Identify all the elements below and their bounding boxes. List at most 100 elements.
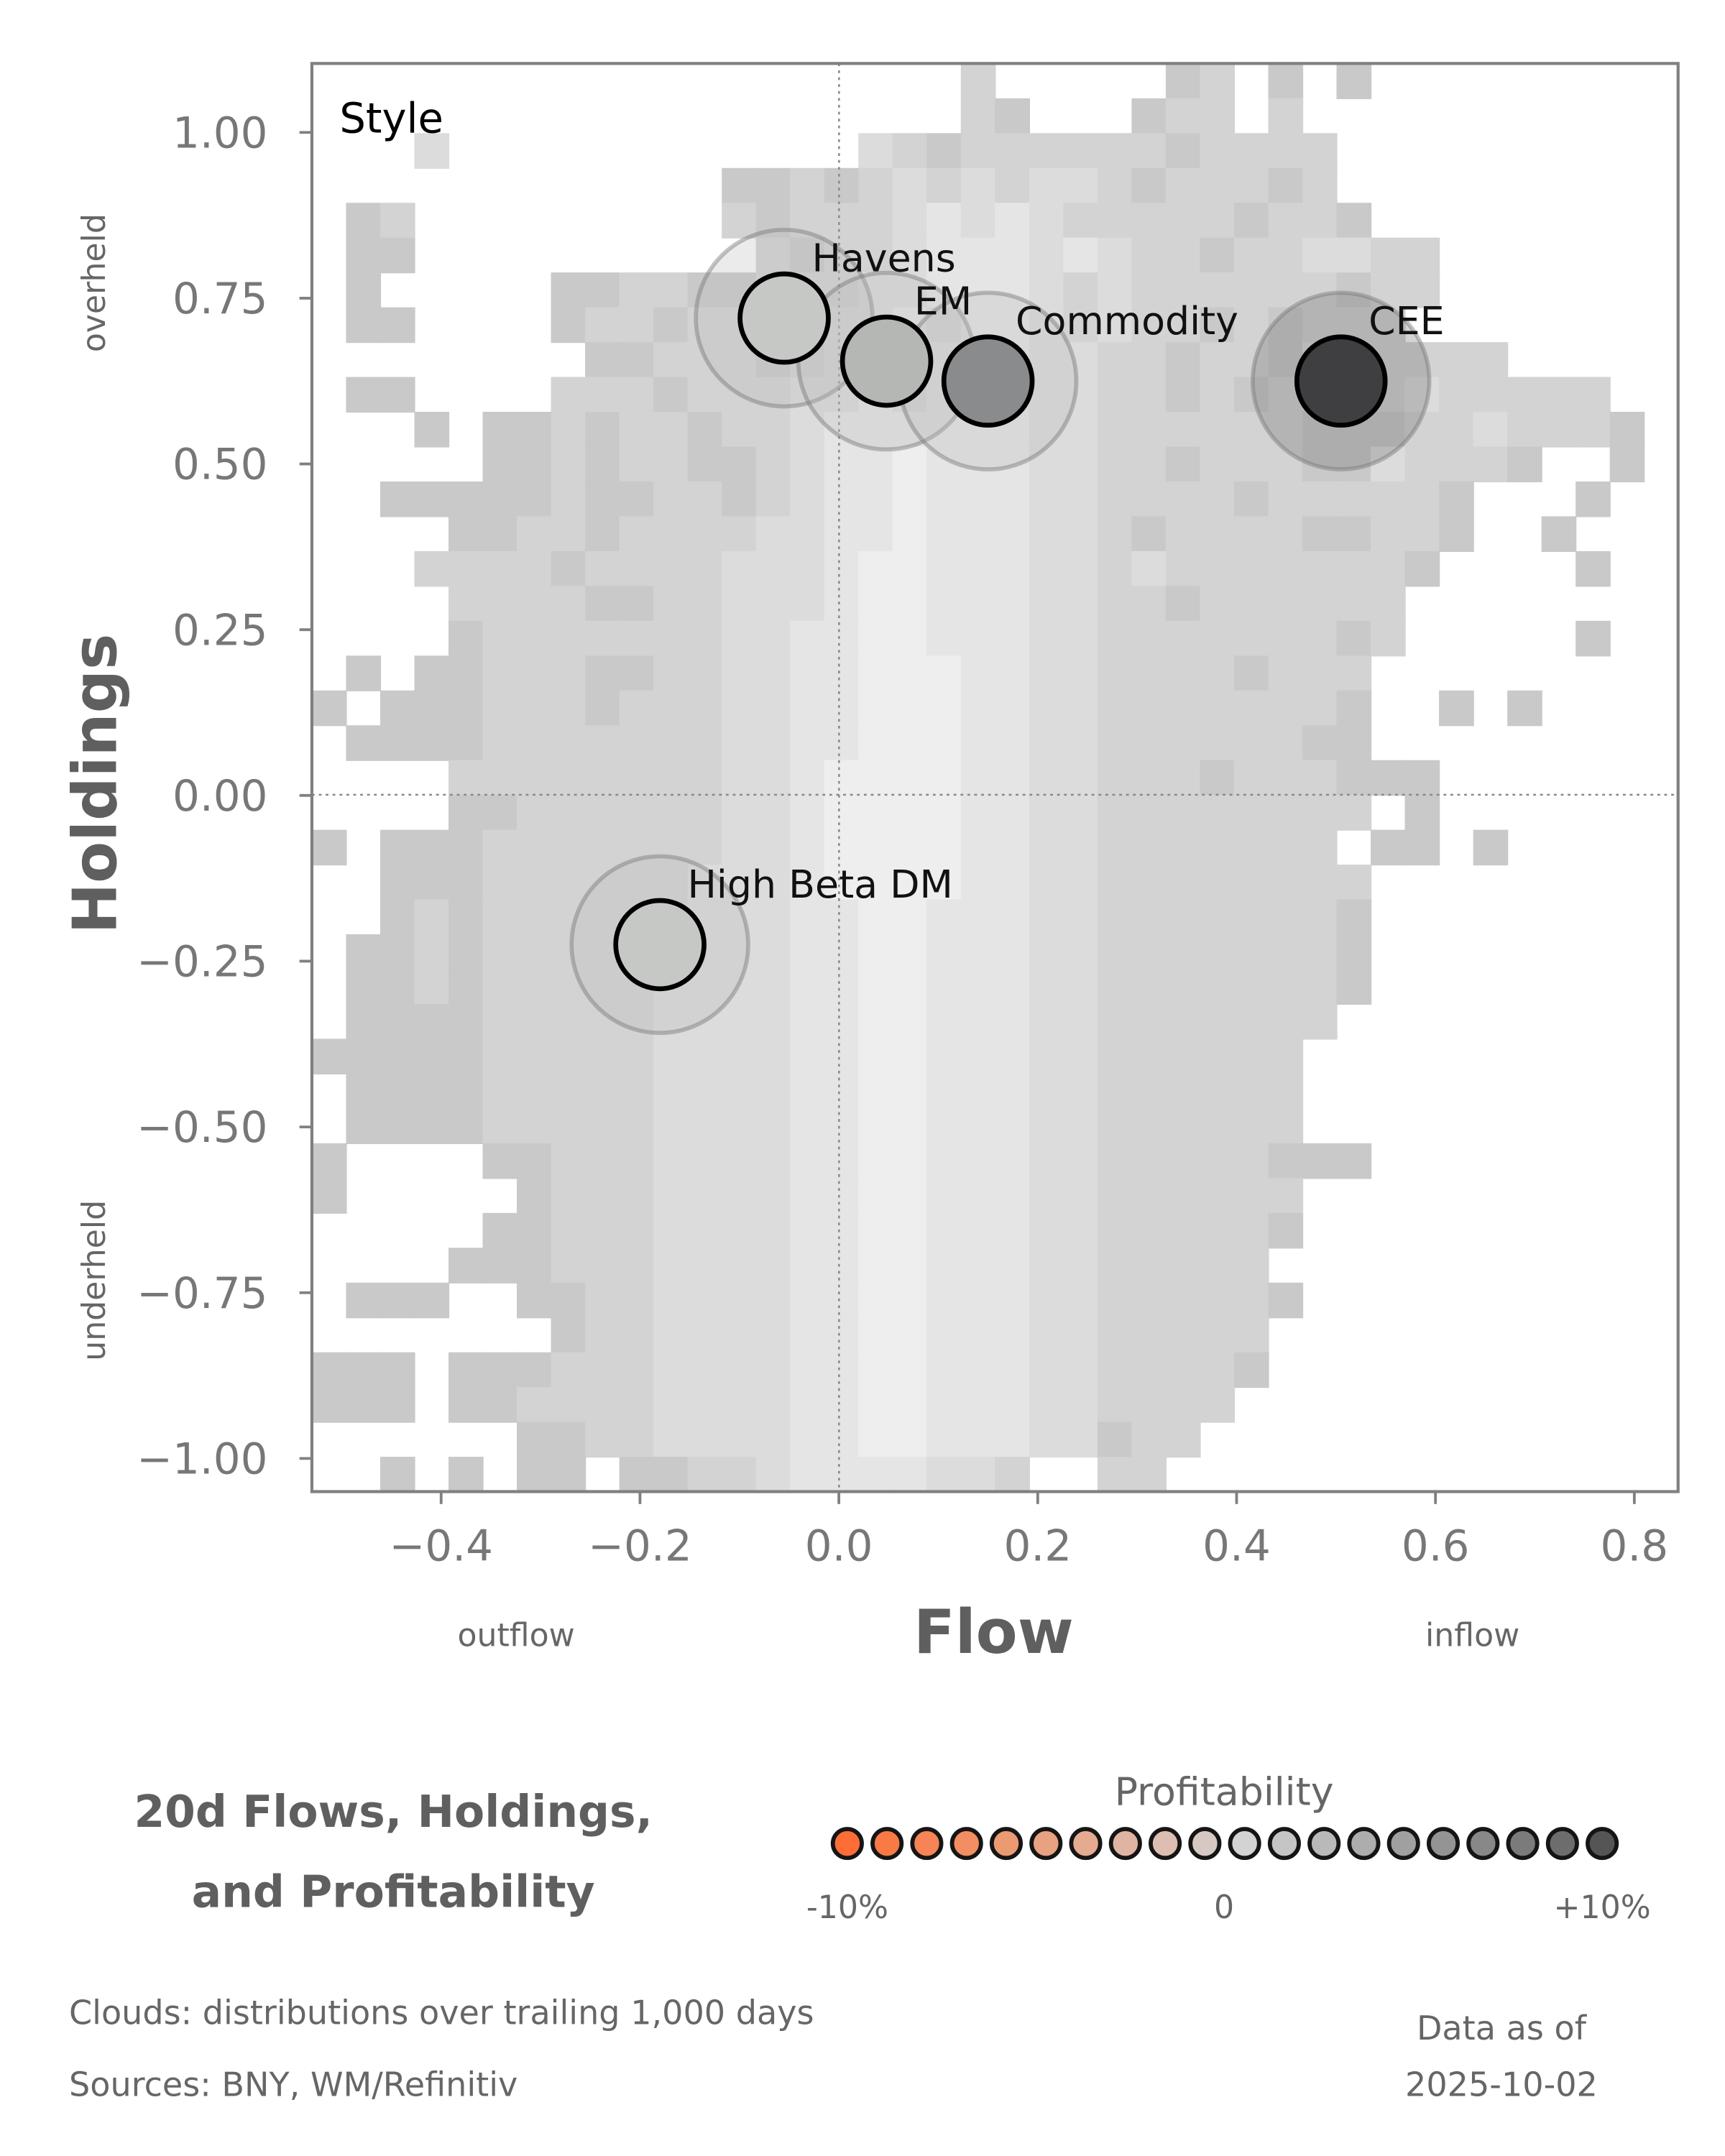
cloud-cell	[960, 516, 996, 553]
cloud-cell	[995, 203, 1030, 239]
cloud-cell	[551, 725, 586, 761]
cloud-cell	[926, 133, 962, 169]
cloud-cell	[892, 899, 928, 936]
cloud-cell	[790, 829, 825, 866]
cloud-cell	[380, 1282, 415, 1319]
cloud-cell	[1200, 620, 1236, 657]
cloud-cell	[1063, 481, 1099, 517]
cloud-cell	[619, 481, 655, 517]
cloud-cell	[1609, 412, 1645, 448]
cloud-cell	[551, 481, 586, 517]
cloud-cell	[414, 969, 450, 1005]
cloud-cell	[311, 1387, 347, 1423]
cloud-cell	[892, 760, 928, 796]
cloud-cell	[1063, 795, 1099, 831]
legend-label-low: -10%	[806, 1889, 888, 1926]
cloud-cell	[687, 1282, 723, 1319]
cloud-cell	[892, 1003, 928, 1040]
cloud-cell	[619, 586, 655, 622]
legend-dot	[1149, 1827, 1182, 1861]
cloud-cell	[1200, 342, 1236, 378]
chart-title-line1: 20d Flows, Holdings,	[134, 1787, 653, 1838]
cloud-cell	[1063, 1038, 1099, 1075]
cloud-cell	[482, 1003, 518, 1040]
y-tick-label: 0.75	[172, 275, 268, 324]
cloud-cell	[1063, 342, 1099, 378]
cloud-cell	[1029, 377, 1064, 413]
cloud-cell	[653, 272, 689, 308]
cloud-cell	[1029, 1003, 1064, 1040]
cloud-cell	[619, 690, 655, 727]
cloud-cell	[448, 934, 484, 970]
cloud-cell	[892, 237, 928, 274]
cloud-cell	[1268, 690, 1304, 727]
cloud-cell	[585, 1178, 620, 1214]
cloud-cell	[790, 586, 825, 622]
cloud-cell	[619, 655, 655, 691]
cloud-cell	[755, 1352, 791, 1388]
cloud-cell	[1097, 1073, 1133, 1110]
cloud-cell	[448, 1038, 484, 1075]
cloud-cell	[1200, 760, 1236, 796]
cloud-cell	[1404, 760, 1440, 796]
cloud-cell	[1200, 1248, 1236, 1284]
cloud-cell	[482, 1108, 518, 1144]
point-label: Commodity	[1016, 298, 1238, 344]
cloud-cell	[585, 899, 620, 936]
cloud-cell	[1097, 377, 1133, 413]
cloud-cell	[1097, 1212, 1133, 1249]
cloud-cell	[858, 725, 893, 761]
cloud-cell	[1233, 655, 1269, 691]
cloud-cell	[346, 1073, 382, 1110]
cloud-cell	[380, 865, 415, 900]
cloud-cell	[722, 1352, 757, 1388]
cloud-cell	[1302, 655, 1338, 691]
cloud-cell	[1029, 586, 1064, 622]
cloud-cell	[1165, 1073, 1201, 1110]
cloud-cell	[995, 446, 1030, 483]
cloud-cell	[414, 934, 450, 970]
cloud-cell	[858, 550, 893, 587]
cloud-cell	[1336, 203, 1372, 239]
cloud-cell	[619, 1352, 655, 1388]
cloud-cell	[960, 446, 996, 483]
cloud-cell	[926, 272, 962, 308]
cloud-cell	[1131, 237, 1167, 274]
cloud-cell	[1165, 969, 1201, 1005]
cloud-cell	[892, 1248, 928, 1284]
legend-label-mid: 0	[1214, 1889, 1234, 1926]
cloud-cell	[995, 516, 1030, 553]
cloud-cell	[1268, 1073, 1304, 1110]
legend-dot	[870, 1827, 904, 1861]
cloud-cell	[1131, 1212, 1167, 1249]
cloud-cell	[1439, 342, 1474, 378]
cloud-cell	[926, 550, 962, 587]
cloud-cell	[1131, 167, 1167, 204]
cloud-cell	[995, 586, 1030, 622]
cloud-cell	[1200, 307, 1236, 344]
cloud-cell	[755, 586, 791, 622]
cloud-cell	[858, 481, 893, 517]
y-tick-label: −0.50	[137, 1103, 267, 1153]
cloud-cell	[551, 1212, 586, 1249]
cloud-cell	[1131, 1178, 1167, 1214]
cloud-cell	[1404, 795, 1440, 831]
cloud-cell	[1404, 412, 1440, 448]
cloud-cell	[790, 1143, 825, 1179]
cloud-cell	[926, 1422, 962, 1458]
cloud-cell	[1541, 377, 1577, 413]
cloud-cell	[960, 203, 996, 239]
cloud-cell	[1097, 760, 1133, 796]
cloud-cell	[790, 1248, 825, 1284]
cloud-cell	[960, 1422, 996, 1458]
cloud-cell	[960, 1317, 996, 1353]
cloud-cell	[1097, 1143, 1133, 1179]
x-side-label-inflow: inflow	[1425, 1618, 1519, 1654]
cloud-cell	[790, 1073, 825, 1110]
cloud-cell	[1200, 412, 1236, 448]
cloud-cell	[1029, 481, 1064, 517]
cloud-cell	[1268, 899, 1304, 936]
cloud-cell	[380, 1003, 415, 1040]
cloud-cell	[1165, 237, 1201, 274]
cloud-cell	[1371, 516, 1406, 553]
